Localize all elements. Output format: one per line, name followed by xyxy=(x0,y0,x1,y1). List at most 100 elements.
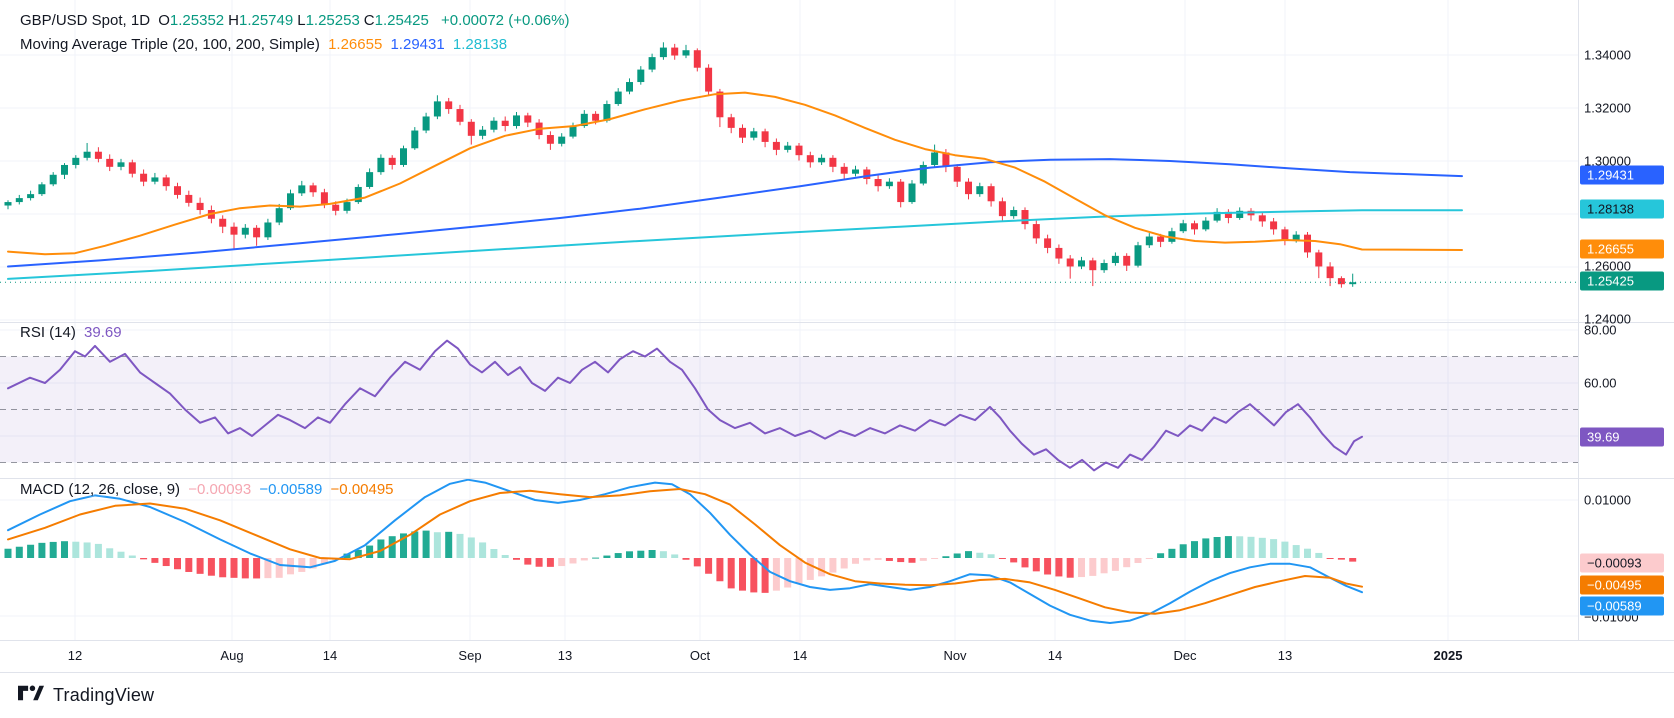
candle-body xyxy=(61,164,68,175)
macd-histogram-bar xyxy=(1213,537,1221,558)
candle-body xyxy=(1315,252,1323,267)
macd-histogram-bar xyxy=(750,558,758,593)
ohlc-value: 1.25749 xyxy=(238,12,294,29)
candle-body xyxy=(897,181,905,203)
macd-signal-value: −0.00495 xyxy=(330,481,394,498)
macd-histogram-bar xyxy=(829,558,837,573)
macd-histogram-bar xyxy=(976,552,984,558)
candle-body xyxy=(840,166,848,174)
macd-histogram-bar xyxy=(1021,558,1029,568)
axis-label: 80.00 xyxy=(1584,322,1617,338)
candle-body xyxy=(1326,266,1334,279)
time-tick: 14 xyxy=(792,648,808,663)
candle-body xyxy=(987,186,995,202)
macd-histogram-bar xyxy=(38,542,46,558)
candle-body xyxy=(592,113,600,121)
macd-histogram-bar xyxy=(1224,536,1232,558)
candle-body xyxy=(174,186,181,195)
macd-histogram-bar xyxy=(1111,558,1119,571)
candle-body xyxy=(976,186,984,195)
macd-histogram-bar xyxy=(174,558,181,570)
candle-body xyxy=(953,166,961,182)
brand-text: TradingView xyxy=(53,685,155,705)
candle-body xyxy=(490,120,498,130)
candle-body xyxy=(49,174,57,185)
ohlc-value: 1.25352 xyxy=(169,12,225,29)
candle-body xyxy=(230,226,238,235)
candle-body xyxy=(1134,245,1142,266)
ohlc-key: L xyxy=(297,12,306,29)
macd-histogram-bar xyxy=(140,558,148,560)
macd-histogram-bar xyxy=(513,558,520,560)
macd-histogram-bar xyxy=(456,533,464,558)
macd-histogram-bar xyxy=(648,550,656,558)
macd-histogram-bar xyxy=(1349,558,1357,562)
candle-body xyxy=(1281,229,1289,240)
candle-body xyxy=(72,157,80,165)
macd-histogram-bar xyxy=(1179,544,1187,558)
axis-label: 0.01000 xyxy=(1584,492,1631,508)
candle-body xyxy=(739,127,746,138)
candle-body xyxy=(705,67,713,92)
candle-body xyxy=(998,201,1006,217)
candle-body xyxy=(140,173,148,182)
macd-histogram-bar xyxy=(1315,552,1323,558)
ma100-value: 1.29431 xyxy=(390,36,445,53)
candle-body xyxy=(942,152,950,167)
macd-histogram-bar xyxy=(784,558,792,588)
macd-histogram-bar xyxy=(693,558,701,567)
macd-histogram-bar xyxy=(987,554,995,558)
macd-histogram-bar xyxy=(1078,558,1085,578)
candle-body xyxy=(287,193,294,209)
macd-histogram-bar xyxy=(433,532,441,558)
macd-histogram-bar xyxy=(953,553,961,558)
candle-body xyxy=(309,185,317,193)
macd-histogram-bar xyxy=(682,558,690,560)
macd-histogram-bar xyxy=(614,553,622,558)
macd-histogram-bar xyxy=(659,551,667,558)
macd-histogram-bar xyxy=(795,558,803,584)
footer-brand[interactable]: TradingView xyxy=(18,681,154,710)
candle-body xyxy=(580,113,588,127)
rsi-title: RSI (14) xyxy=(20,324,76,341)
candle-body xyxy=(818,157,826,163)
candle-body xyxy=(1191,223,1198,230)
macd-histogram-bar xyxy=(716,558,724,582)
candle-body xyxy=(1021,210,1029,225)
macd-histogram-bar xyxy=(1010,558,1018,563)
macd-histogram-bar xyxy=(377,539,385,558)
macd-histogram-bar xyxy=(863,558,871,561)
macd-histogram-bar xyxy=(919,558,927,561)
candle-body xyxy=(603,104,611,121)
rsi-line xyxy=(7,339,1363,472)
candle-body xyxy=(1111,255,1119,264)
ma200-value: 1.28138 xyxy=(452,36,508,53)
candle-body xyxy=(1213,211,1221,221)
candle-body xyxy=(196,202,204,211)
candle-body xyxy=(648,57,656,70)
macd-histogram-bar xyxy=(366,545,374,558)
ma-title: Moving Average Triple (20, 100, 200, Sim… xyxy=(20,36,320,53)
macd-histogram-bar xyxy=(27,544,35,558)
candle-body xyxy=(94,151,102,159)
candle-body xyxy=(931,152,939,165)
time-tick: 14 xyxy=(1047,648,1063,663)
macd-histogram-bar xyxy=(874,558,882,560)
candle-body xyxy=(863,169,871,180)
macd-histogram-bar xyxy=(1281,541,1289,558)
candle-body xyxy=(467,121,475,136)
candle-body xyxy=(219,218,227,227)
macd-histogram-bar xyxy=(320,558,328,564)
candle-body xyxy=(1157,236,1165,242)
macd-histogram-bar xyxy=(558,558,566,567)
macd-histogram-bar xyxy=(422,530,430,558)
candle-body xyxy=(106,158,114,167)
macd-histogram-bar xyxy=(219,558,227,578)
ohlc-value: 1.25253 xyxy=(305,12,360,29)
macd-histogram-bar xyxy=(965,551,972,558)
axis-badge: 39.69 xyxy=(1580,427,1664,447)
macd-histogram-bar xyxy=(885,558,893,561)
